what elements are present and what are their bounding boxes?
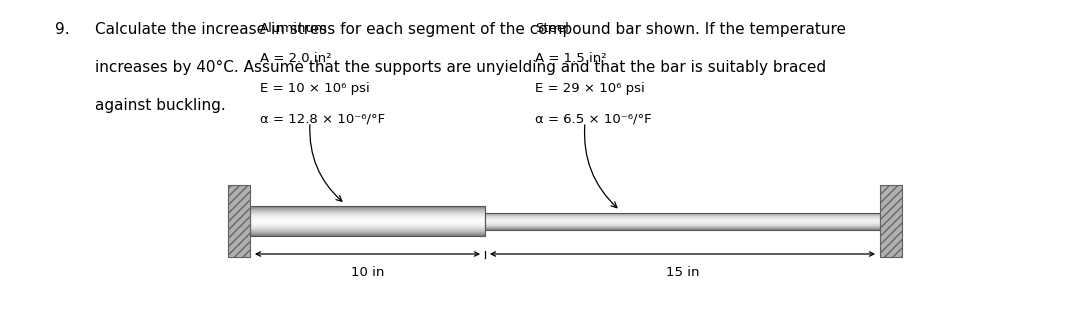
Bar bbox=[249, 235, 485, 236]
Bar bbox=[485, 223, 880, 224]
Text: E = 10 × 10⁶ psi: E = 10 × 10⁶ psi bbox=[260, 82, 369, 95]
Text: against buckling.: against buckling. bbox=[95, 98, 226, 113]
Bar bbox=[485, 229, 880, 230]
Text: E = 29 × 10⁶ psi: E = 29 × 10⁶ psi bbox=[535, 82, 645, 95]
Bar bbox=[249, 226, 485, 227]
Text: 15 in: 15 in bbox=[665, 266, 699, 279]
Bar bbox=[228, 185, 249, 257]
Bar bbox=[249, 207, 485, 208]
Text: 10 in: 10 in bbox=[351, 266, 384, 279]
Bar bbox=[485, 224, 880, 225]
Bar bbox=[249, 214, 485, 215]
Bar bbox=[249, 215, 485, 216]
Bar bbox=[485, 213, 880, 230]
Bar bbox=[249, 219, 485, 220]
Bar bbox=[249, 225, 485, 226]
Bar bbox=[485, 213, 880, 214]
Bar bbox=[249, 211, 485, 212]
Bar bbox=[249, 234, 485, 235]
Bar bbox=[249, 228, 485, 229]
Bar bbox=[485, 227, 880, 228]
Bar bbox=[485, 219, 880, 220]
Text: α = 6.5 × 10⁻⁶/°F: α = 6.5 × 10⁻⁶/°F bbox=[535, 112, 651, 125]
Bar bbox=[485, 220, 880, 221]
Bar bbox=[485, 226, 880, 227]
Bar bbox=[485, 217, 880, 218]
Bar bbox=[228, 185, 249, 257]
Bar bbox=[485, 228, 880, 229]
Bar bbox=[485, 222, 880, 223]
Bar bbox=[249, 230, 485, 231]
Bar bbox=[249, 210, 485, 211]
Bar bbox=[880, 185, 902, 257]
Bar bbox=[485, 221, 880, 222]
Bar bbox=[249, 206, 485, 236]
Bar bbox=[249, 224, 485, 225]
Bar bbox=[249, 216, 485, 217]
Bar bbox=[485, 216, 880, 217]
Bar bbox=[485, 225, 880, 226]
Bar bbox=[485, 214, 880, 215]
Text: Calculate the increase in stress for each segment of the compound bar shown. If : Calculate the increase in stress for eac… bbox=[95, 22, 846, 37]
Bar bbox=[249, 212, 485, 213]
Bar bbox=[249, 217, 485, 218]
Bar bbox=[249, 206, 485, 207]
Text: α = 12.8 × 10⁻⁶/°F: α = 12.8 × 10⁻⁶/°F bbox=[260, 112, 386, 125]
Bar bbox=[249, 233, 485, 234]
Bar bbox=[249, 208, 485, 209]
Text: A = 1.5 in²: A = 1.5 in² bbox=[535, 52, 607, 65]
Text: Steel: Steel bbox=[535, 22, 569, 35]
Bar bbox=[249, 221, 485, 222]
Bar bbox=[249, 223, 485, 224]
Bar bbox=[485, 218, 880, 219]
Bar bbox=[249, 229, 485, 230]
Bar bbox=[249, 209, 485, 210]
Bar bbox=[249, 227, 485, 228]
Text: Aluminum: Aluminum bbox=[260, 22, 328, 35]
Bar bbox=[249, 222, 485, 223]
Bar bbox=[249, 213, 485, 214]
Bar bbox=[249, 218, 485, 219]
Bar bbox=[249, 220, 485, 221]
Text: A = 2.0 in²: A = 2.0 in² bbox=[260, 52, 332, 65]
Bar bbox=[880, 185, 902, 257]
Bar bbox=[249, 231, 485, 232]
Text: 9.: 9. bbox=[55, 22, 69, 37]
Text: increases by 40°C. Assume that the supports are unyielding and that the bar is s: increases by 40°C. Assume that the suppo… bbox=[95, 60, 826, 75]
Bar bbox=[249, 232, 485, 233]
Bar bbox=[485, 215, 880, 216]
